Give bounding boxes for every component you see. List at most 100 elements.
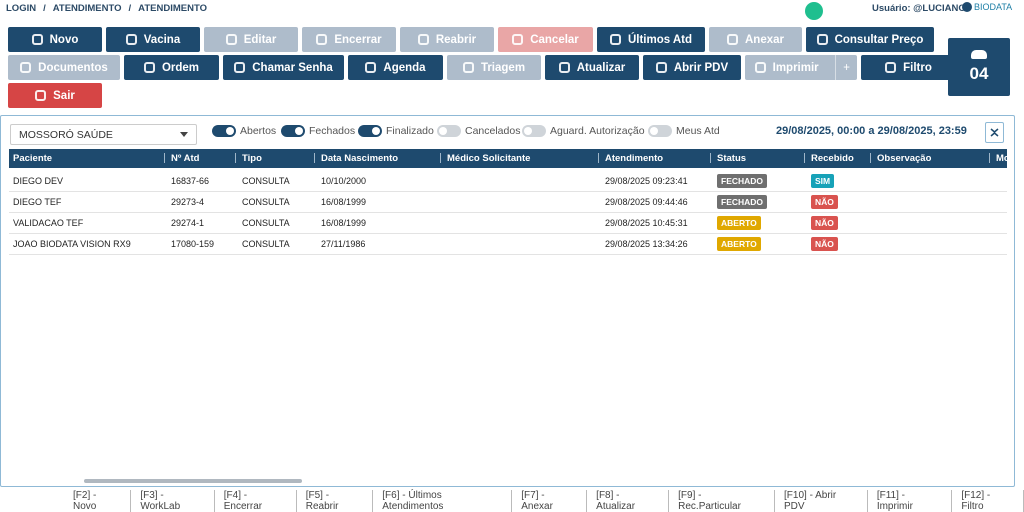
table-cell: DIEGO DEV bbox=[13, 176, 64, 186]
breadcrumb-item[interactable]: ATENDIMENTO bbox=[52, 3, 122, 14]
button-body: Cancelar bbox=[512, 34, 579, 46]
shortcut: [F10] - Abrir PDV bbox=[775, 490, 868, 512]
button-icon bbox=[316, 34, 328, 45]
breadcrumb-item[interactable]: LOGIN bbox=[6, 3, 37, 14]
toggle[interactable]: Fechados bbox=[281, 125, 355, 137]
counter: 04 bbox=[948, 38, 1010, 96]
toolbar-button[interactable]: Chamar Senha bbox=[223, 55, 344, 80]
toolbar-button: Imprimir + bbox=[745, 55, 857, 80]
toggle[interactable]: Finalizado bbox=[358, 125, 434, 137]
column-header[interactable]: Tipo bbox=[242, 153, 262, 164]
button-body: Ordem bbox=[143, 62, 199, 74]
toggle-label: Aguard. Autorização bbox=[550, 125, 645, 137]
button-icon bbox=[655, 62, 667, 73]
column-header[interactable]: Atendimento bbox=[605, 153, 664, 164]
toggle[interactable]: Cancelados bbox=[437, 125, 520, 137]
shortcut: [F9] - Rec.Particular bbox=[669, 490, 775, 512]
button-body: Reabrir bbox=[417, 34, 476, 46]
column-header[interactable]: Recebido bbox=[811, 153, 854, 164]
button-body: Encerrar bbox=[316, 33, 382, 46]
column-header[interactable]: Data Nascimento bbox=[321, 153, 399, 164]
button-icon bbox=[20, 62, 32, 73]
table-cell: DIEGO TEF bbox=[13, 197, 62, 207]
button-label: Encerrar bbox=[334, 33, 382, 46]
collapse-button[interactable] bbox=[985, 122, 1004, 143]
shortcut: [F5] - Reabrir bbox=[297, 490, 374, 512]
status-dot bbox=[805, 2, 823, 20]
toolbar-button[interactable]: Filtro bbox=[861, 55, 956, 80]
status-badge: SIM bbox=[811, 174, 835, 188]
button-icon bbox=[143, 62, 155, 73]
breadcrumb-item[interactable]: ATENDIMENTO bbox=[138, 3, 207, 14]
table-row[interactable] bbox=[9, 191, 1007, 213]
button-body: Novo bbox=[31, 34, 78, 46]
button-label: Últimos Atd bbox=[627, 33, 693, 46]
column-header[interactable]: Médico Solicitante bbox=[447, 153, 531, 164]
button-body: Anexar bbox=[727, 34, 784, 46]
column-header[interactable]: Observação bbox=[877, 153, 932, 164]
status-badge: FECHADO bbox=[717, 195, 768, 209]
breadcrumb-separator: / bbox=[43, 3, 46, 14]
button-body: Vacina bbox=[125, 33, 181, 46]
table-cell: 29/08/2025 13:34:26 bbox=[605, 239, 688, 249]
column-header[interactable]: Nº Atd bbox=[171, 153, 200, 164]
status-badge: NÃO bbox=[811, 195, 838, 209]
shortcut: [F2] - Novo bbox=[64, 490, 132, 512]
toolbar-button[interactable]: Últimos Atd bbox=[597, 27, 705, 52]
status-badge: FECHADO bbox=[717, 174, 768, 188]
exit-button[interactable]: Sair bbox=[8, 83, 102, 108]
toolbar-button[interactable]: Vacina bbox=[106, 27, 200, 52]
table-cell: 16/08/1999 bbox=[321, 218, 367, 228]
toggle-switch bbox=[358, 125, 382, 137]
toggle[interactable]: Aguard. Autorização bbox=[522, 125, 645, 137]
button-icon bbox=[365, 62, 377, 73]
table-cell: CONSULTA bbox=[242, 197, 290, 207]
toggle-switch bbox=[648, 125, 672, 137]
toggle-switch bbox=[212, 125, 236, 137]
column-header[interactable]: Status bbox=[717, 153, 747, 164]
toggle[interactable]: Abertos bbox=[212, 125, 276, 137]
column-separator bbox=[598, 153, 599, 163]
logo-text: BIODATA bbox=[974, 2, 1013, 12]
table-cell: 29/08/2025 09:23:41 bbox=[605, 176, 688, 186]
collapse-icon bbox=[990, 128, 999, 137]
button-body: Editar bbox=[225, 34, 276, 46]
table-cell: CONSULTA bbox=[242, 239, 290, 249]
toolbar-button[interactable]: Abrir PDV bbox=[643, 55, 741, 80]
shortcut: [F12] - Filtro bbox=[952, 490, 1024, 512]
button-icon bbox=[558, 62, 570, 73]
column-header[interactable]: Paciente bbox=[13, 153, 53, 164]
toggle[interactable]: Meus Atd bbox=[648, 125, 720, 137]
button-icon bbox=[125, 34, 137, 45]
table-cell: 29274-1 bbox=[171, 218, 205, 228]
button-body: Consultar Preço bbox=[816, 34, 923, 46]
table-row[interactable] bbox=[9, 233, 1007, 255]
scrollbar[interactable] bbox=[84, 479, 302, 483]
table-cell: 17080-159 bbox=[171, 239, 215, 249]
button-label: Vacina bbox=[143, 33, 181, 46]
button-body: Atualizar bbox=[558, 62, 625, 74]
button-label: Anexar bbox=[745, 33, 784, 46]
button-body: Chamar Senha bbox=[234, 62, 333, 74]
button-label: Imprimir bbox=[772, 61, 819, 74]
toggle-switch bbox=[437, 125, 461, 137]
shortcut: [F6] - Últimos Atendimentos bbox=[373, 490, 513, 512]
toolbar-button[interactable]: Ordem bbox=[124, 55, 219, 80]
table-row[interactable] bbox=[9, 212, 1007, 234]
date-range: 29/08/2025, 00:00 a 29/08/2025, 23:59 bbox=[776, 125, 967, 137]
shortcut: [F7] - Anexar bbox=[512, 490, 588, 512]
toolbar-button[interactable]: Novo bbox=[8, 27, 102, 52]
toolbar-button[interactable]: Atualizar bbox=[545, 55, 639, 80]
toggle-label: Abertos bbox=[240, 125, 277, 137]
column-separator bbox=[314, 153, 315, 163]
toggle-label: Meus Atd bbox=[676, 125, 720, 137]
user-label: Usuário: @LUCIANO bbox=[872, 3, 966, 14]
table-row[interactable] bbox=[9, 170, 1007, 192]
shortcuts: [F2] - Novo [F3] - WorkLab [F4] - Encerrar… bbox=[64, 490, 1024, 512]
column-separator bbox=[710, 153, 711, 163]
column-header[interactable]: Mo bbox=[996, 153, 1007, 164]
toolbar-button[interactable]: Consultar Preço bbox=[806, 27, 934, 52]
unit-select[interactable]: MOSSORÓ SAÚDE bbox=[10, 124, 197, 145]
counter-value: 04 bbox=[969, 64, 989, 83]
toolbar-button[interactable]: Agenda bbox=[348, 55, 443, 80]
